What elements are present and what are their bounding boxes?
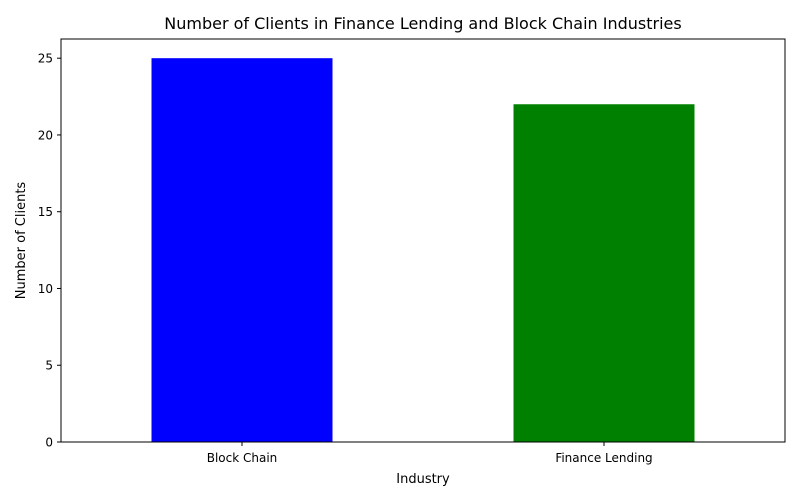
- plot-area-frame: [60, 38, 786, 443]
- y-tick-label: 5: [45, 359, 53, 373]
- y-axis-label: Number of Clients: [14, 182, 29, 300]
- y-tick-label: 0: [45, 436, 53, 450]
- y-tick-label: 15: [38, 205, 53, 219]
- y-axis-ticks: 0 5 10 15 20 25: [38, 52, 61, 450]
- bar-block-chain: [151, 58, 333, 442]
- bars-group: [151, 58, 695, 442]
- y-tick-label: 25: [38, 52, 53, 66]
- x-tick-label: Block Chain: [207, 451, 278, 465]
- x-axis-ticks: Block Chain Finance Lending: [207, 442, 653, 465]
- bar-finance-lending: [513, 104, 695, 442]
- y-tick-label: 10: [38, 282, 53, 296]
- chart-title: Number of Clients in Finance Lending and…: [164, 14, 681, 33]
- x-tick-label: Finance Lending: [555, 451, 652, 465]
- y-tick-label: 20: [38, 128, 53, 142]
- x-axis-label: Industry: [396, 472, 450, 487]
